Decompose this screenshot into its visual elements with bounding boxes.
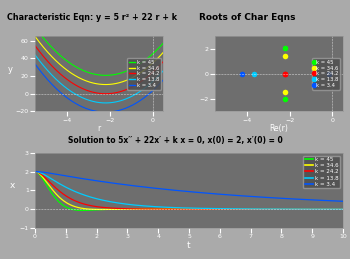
Legend: k = 45, k = 34.6, k = 24.2, k = 13.8, k = 3.4: k = 45, k = 34.6, k = 24.2, k = 13.8, k … [303, 156, 340, 188]
Legend: k = 45, k = 34.6, k = 24.2, k = 13.8, k = 3.4: k = 45, k = 34.6, k = 24.2, k = 13.8, k … [127, 58, 161, 90]
X-axis label: t: t [187, 241, 191, 250]
X-axis label: Re(r): Re(r) [270, 124, 288, 133]
Y-axis label: y: y [8, 65, 13, 74]
Text: Roots of Char Eqns: Roots of Char Eqns [199, 13, 296, 22]
Legend: k = 45, k = 34.6, k = 24.2, k = 13.8, k = 3.4: k = 45, k = 34.6, k = 24.2, k = 13.8, k … [312, 58, 340, 90]
X-axis label: r: r [98, 124, 101, 133]
Text: Characteristic Eqn: y = 5 r² + 22 r + k: Characteristic Eqn: y = 5 r² + 22 r + k [7, 13, 177, 22]
Y-axis label: x: x [10, 181, 15, 190]
Text: Solution to 5x′′ + 22x′ + k x = 0, x(0) = 2, x′(0) = 0: Solution to 5x′′ + 22x′ + k x = 0, x(0) … [68, 136, 282, 145]
